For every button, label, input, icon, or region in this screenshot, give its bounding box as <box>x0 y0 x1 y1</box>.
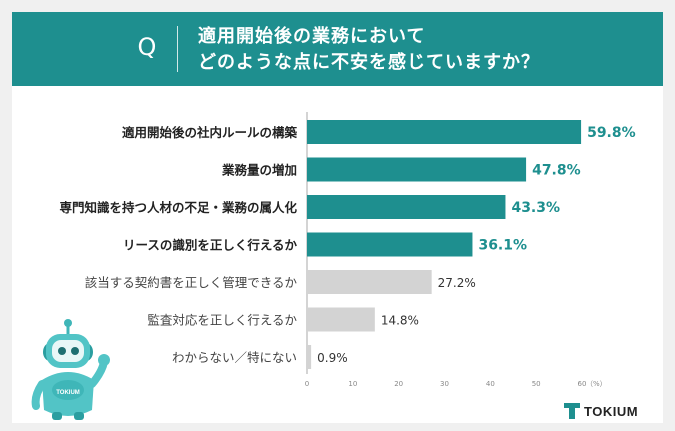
category-label-4: リースの識別を正しく行えるか <box>123 238 298 253</box>
x-tick-30: 30 <box>440 380 449 388</box>
value-label-2: 47.8% <box>532 163 581 179</box>
category-label-6: 監査対応を正しく行えるか <box>147 313 297 328</box>
bar-chart: 適用開始後の社内ルールの構築業務量の増加専門知識を持つ人材の不足・業務の属人化リ… <box>31 112 636 420</box>
category-label-3: 専門知識を持つ人材の不足・業務の属人化 <box>59 200 297 215</box>
value-label-4: 36.1% <box>478 238 527 254</box>
bar-4 <box>307 232 473 257</box>
category-label-1: 適用開始後の社内ルールの構築 <box>122 125 298 140</box>
logo-text: TOKIUM <box>584 403 639 419</box>
robot-mascot-icon: TOKIUM <box>31 319 110 420</box>
value-label-6: 14.8% <box>381 314 419 328</box>
x-tick-10: 10 <box>348 380 357 388</box>
question-mark: Q <box>137 33 157 61</box>
chart-card: Q 適用開始後の業務において どのような点に不安を感じていますか？ 適用開始後の… <box>12 12 663 423</box>
tokium-logo-icon <box>564 403 580 419</box>
bar-3 <box>307 195 506 219</box>
x-tick-20: 20 <box>394 380 403 388</box>
category-label-2: 業務量の増加 <box>221 163 297 178</box>
bar-5 <box>307 270 432 294</box>
x-tick-40: 40 <box>486 380 495 388</box>
bar-2 <box>307 157 527 182</box>
bar-6 <box>307 307 375 332</box>
x-axis-unit-label: （%） <box>586 380 607 388</box>
value-label-7: 0.9% <box>317 351 348 365</box>
title-line-2: どのような点に不安を感じていますか？ <box>198 52 540 73</box>
value-label-1: 59.8% <box>587 125 636 141</box>
bar-1 <box>307 120 582 144</box>
header-divider <box>177 26 178 72</box>
x-tick-60: 60 <box>578 380 587 388</box>
value-label-3: 43.3% <box>511 200 560 216</box>
mascot-label: TOKIUM <box>56 390 80 396</box>
tokium-logo: TOKIUM <box>564 402 638 420</box>
title-line-1: 適用開始後の業務において <box>198 26 426 47</box>
chart-title: 適用開始後の業務において どのような点に不安を感じていますか？ <box>198 24 540 76</box>
value-label-5: 27.2% <box>438 276 476 290</box>
bar-7 <box>307 345 312 369</box>
x-tick-0: 0 <box>305 380 309 388</box>
category-label-5: 該当する契約書を正しく管理できるか <box>85 275 298 290</box>
x-tick-50: 50 <box>532 380 541 388</box>
question-header: Q 適用開始後の業務において どのような点に不安を感じていますか？ <box>12 12 663 86</box>
category-label-7: わからない／特にない <box>172 350 297 365</box>
